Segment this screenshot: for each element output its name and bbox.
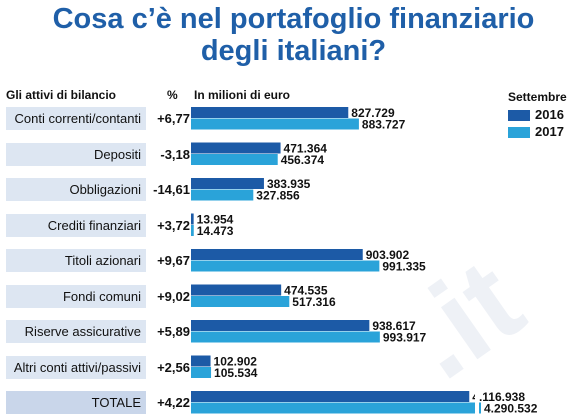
chart-title-line2: degli italiani?	[200, 35, 387, 67]
bar-2017	[191, 154, 278, 165]
header-units: In milioni di euro	[194, 88, 290, 102]
category-label: Depositi	[6, 142, 146, 166]
data-label-2017: 991.335	[382, 260, 426, 274]
change-percent: +9,02	[157, 288, 190, 304]
legend-swatch-2016	[508, 110, 530, 122]
category-label: Titoli azionari	[6, 249, 146, 272]
data-label-2016: 13.954	[197, 213, 234, 227]
header-pct: %	[167, 88, 178, 102]
category-label: Crediti finanziari	[6, 213, 146, 237]
chart-title-line1: Cosa c’è nel portafoglio finanziario	[52, 3, 535, 35]
bar-2017	[191, 402, 481, 414]
bar-2017	[191, 296, 290, 307]
legend-swatch-2017	[508, 127, 530, 139]
legend-label-2016: 2016	[535, 107, 564, 122]
change-percent: +5,89	[157, 324, 190, 339]
data-label-2016: 827.729	[351, 106, 395, 120]
change-percent: +6,77	[157, 111, 190, 126]
change-percent: -14,61	[153, 182, 190, 197]
legend-item-2016: 2016	[508, 107, 564, 122]
data-label-2016: 474.535	[284, 284, 328, 298]
data-label-2017: 883.727	[362, 118, 406, 132]
bar-2017	[191, 118, 359, 130]
category-label: Riserve assicurative	[6, 320, 146, 343]
category-label: Obbligazioni	[6, 178, 146, 201]
data-label-2017: 105.534	[214, 366, 258, 380]
legend-label-2017: 2017	[535, 124, 564, 139]
data-label-2016: 4.116.938	[472, 390, 525, 404]
data-label-2017: 4.290.532	[484, 402, 538, 416]
data-label-2016: 102.902	[214, 355, 258, 369]
category-label: TOTALE	[6, 391, 146, 414]
data-label-2017: 14.473	[197, 224, 234, 238]
bar-2016	[191, 391, 470, 402]
bar-2017	[191, 225, 194, 236]
category-label: Altri conti attivi/passivi	[6, 355, 146, 379]
change-percent: -3,18	[160, 146, 190, 162]
bar-2016	[191, 284, 282, 296]
data-label-2017: 456.374	[281, 153, 325, 167]
bar-2016	[191, 249, 363, 260]
legend-title: Settembre	[508, 90, 567, 104]
bar-2017	[191, 189, 254, 201]
data-label-2017: 993.917	[383, 331, 427, 345]
bar-2016	[191, 107, 349, 118]
bar-2016	[191, 178, 264, 189]
bar-2016	[191, 213, 194, 225]
change-percent: +3,72	[157, 217, 190, 233]
category-label: Conti correnti/contanti	[6, 107, 146, 130]
bar-2016	[191, 142, 281, 154]
change-percent: +2,56	[157, 359, 190, 375]
category-label: Fondi comuni	[6, 284, 146, 308]
data-label-2016: 383.935	[267, 177, 311, 191]
header-items: Gli attivi di bilancio	[6, 88, 117, 102]
data-label-2016: 471.364	[284, 142, 328, 156]
bar-2017	[191, 367, 212, 378]
data-label-2017: 517.316	[292, 295, 336, 309]
bar-2017	[191, 260, 380, 272]
change-percent: +4,22	[157, 395, 190, 410]
data-label-2016: 903.902	[366, 248, 410, 262]
axis-break-marker	[475, 390, 479, 415]
bar-2016	[191, 320, 370, 331]
legend-item-2017: 2017	[508, 124, 564, 139]
bar-2017	[191, 331, 380, 343]
data-label-2016: 938.617	[372, 319, 416, 333]
change-percent: +9,67	[157, 253, 190, 268]
data-label-2017: 327.856	[256, 189, 300, 203]
bar-2016	[191, 355, 211, 367]
